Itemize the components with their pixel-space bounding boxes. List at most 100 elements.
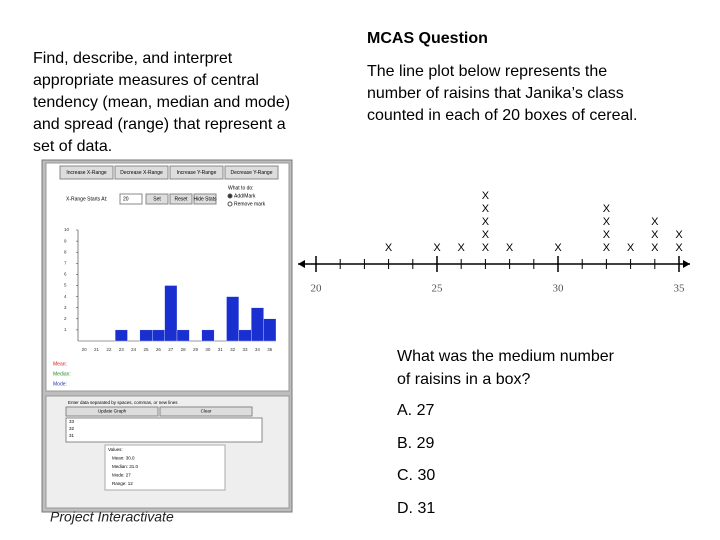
- tick-label: 35: [674, 283, 686, 295]
- button[interactable]: [224, 165, 279, 180]
- hist-category: 20: [82, 347, 88, 352]
- x-marker: X: [603, 229, 611, 241]
- control-button[interactable]: [169, 193, 193, 205]
- objective-line: and spread (range) that represent a: [33, 116, 286, 133]
- hist-tick-label: 2: [64, 316, 67, 321]
- stats-line: Median: 31.0: [112, 464, 139, 469]
- x-marker: X: [675, 229, 683, 241]
- hist-bar: [263, 318, 277, 342]
- x-column: X: [433, 242, 441, 254]
- stats-line: Mean: 30.0: [112, 456, 135, 461]
- x-marker: X: [506, 242, 514, 254]
- x-marker: X: [554, 242, 562, 254]
- hist-bar: [152, 329, 165, 342]
- stats-line: Mode: 27: [112, 473, 131, 478]
- hist-tick-label: 3: [64, 305, 67, 310]
- x-column: X: [458, 242, 466, 254]
- control-label: Reset: [174, 196, 188, 202]
- button-label: Decrease Y-Range: [231, 170, 273, 176]
- hist-category: 25: [144, 347, 150, 352]
- x-column: X: [627, 242, 635, 254]
- x-marker: X: [482, 203, 490, 215]
- hist-category: 31: [218, 347, 224, 352]
- prompt-line: number of raisins that Janika’s class: [367, 85, 624, 102]
- tick-label: 30: [553, 283, 565, 295]
- tick-label: 25: [432, 283, 444, 295]
- answer-choice: A. 27: [397, 402, 435, 419]
- radio[interactable]: [227, 201, 233, 207]
- entry-button-label: Clear: [201, 409, 212, 414]
- question-line: of raisins in a box?: [397, 371, 531, 388]
- hist-tick-label: 6: [64, 272, 67, 277]
- legend-entry: Mean:: [53, 361, 67, 367]
- x-marker: X: [603, 242, 611, 254]
- entry-button[interactable]: [65, 406, 159, 417]
- x-column: X: [385, 242, 393, 254]
- button[interactable]: [59, 165, 114, 180]
- hist-category: 23: [119, 347, 125, 352]
- hist-category: 28: [181, 347, 187, 352]
- hist-category: 22: [106, 347, 112, 352]
- hist-category: 32: [230, 347, 236, 352]
- answer-choice: D. 31: [397, 499, 436, 517]
- hist-tick-label: 4: [64, 294, 67, 299]
- hist-category: 33: [243, 347, 249, 352]
- question-line: What was the medium number: [397, 348, 614, 365]
- legend-entry: Mode:: [53, 381, 67, 387]
- heading: MCAS Question: [367, 30, 488, 47]
- stats-line: Range: 12: [112, 481, 133, 486]
- objective-line: appropriate measures of central: [33, 72, 259, 89]
- objective-line: set of data.: [33, 138, 113, 155]
- hist-bar: [139, 329, 153, 342]
- hist-category: 21: [94, 347, 100, 352]
- x-column: X: [554, 242, 562, 254]
- hist-category: 34: [255, 347, 261, 352]
- hist-tick-label: 10: [64, 227, 70, 232]
- hist-bar: [251, 307, 264, 342]
- entry: 32: [69, 426, 75, 431]
- answer-choice: B. 29: [397, 434, 435, 452]
- answer-choice: C. 30: [397, 467, 436, 484]
- entry-button[interactable]: [159, 406, 253, 417]
- button-label: Increase Y-Range: [177, 170, 217, 176]
- entry: 33: [69, 419, 75, 424]
- x-marker: X: [482, 216, 490, 228]
- radio[interactable]: [227, 193, 233, 199]
- range-value: 20: [123, 196, 129, 202]
- prompt-line: The line plot below represents the: [367, 63, 608, 80]
- objective-line: Find, describe, and interpret: [33, 50, 233, 67]
- x-marker: X: [603, 216, 611, 228]
- x-marker: X: [603, 203, 611, 215]
- mode-option: Add/Mark: [234, 193, 256, 199]
- hist-category: 27: [168, 347, 174, 352]
- hist-tick-label: 9: [64, 238, 67, 243]
- x-marker: X: [675, 242, 683, 254]
- hist-tick-label: 5: [64, 283, 67, 288]
- entry-box: [65, 417, 263, 443]
- entry-prompt: Enter data separated by spaces, commas, …: [68, 400, 178, 405]
- button[interactable]: [169, 165, 224, 180]
- x-marker: X: [651, 229, 659, 241]
- entry-button-label: Update Graph: [98, 409, 127, 414]
- x-marker: X: [482, 242, 490, 254]
- x-marker: X: [482, 190, 490, 202]
- hist-category: 24: [131, 347, 137, 352]
- x-marker: X: [482, 229, 490, 241]
- hist-bar: [164, 285, 178, 342]
- hist-category: 35: [267, 347, 273, 352]
- control-button[interactable]: [193, 193, 217, 205]
- hist-bar: [238, 329, 252, 342]
- x-column: XXX: [651, 216, 659, 254]
- entry: 31: [69, 433, 75, 438]
- tick-label: 20: [311, 283, 323, 295]
- x-column: X: [506, 242, 514, 254]
- button[interactable]: [114, 165, 169, 180]
- hist-category: 26: [156, 347, 162, 352]
- prompt-line: counted in each of 20 boxes of cereal.: [367, 107, 638, 124]
- control-button[interactable]: [145, 193, 169, 205]
- hist-tick-label: 8: [64, 249, 67, 254]
